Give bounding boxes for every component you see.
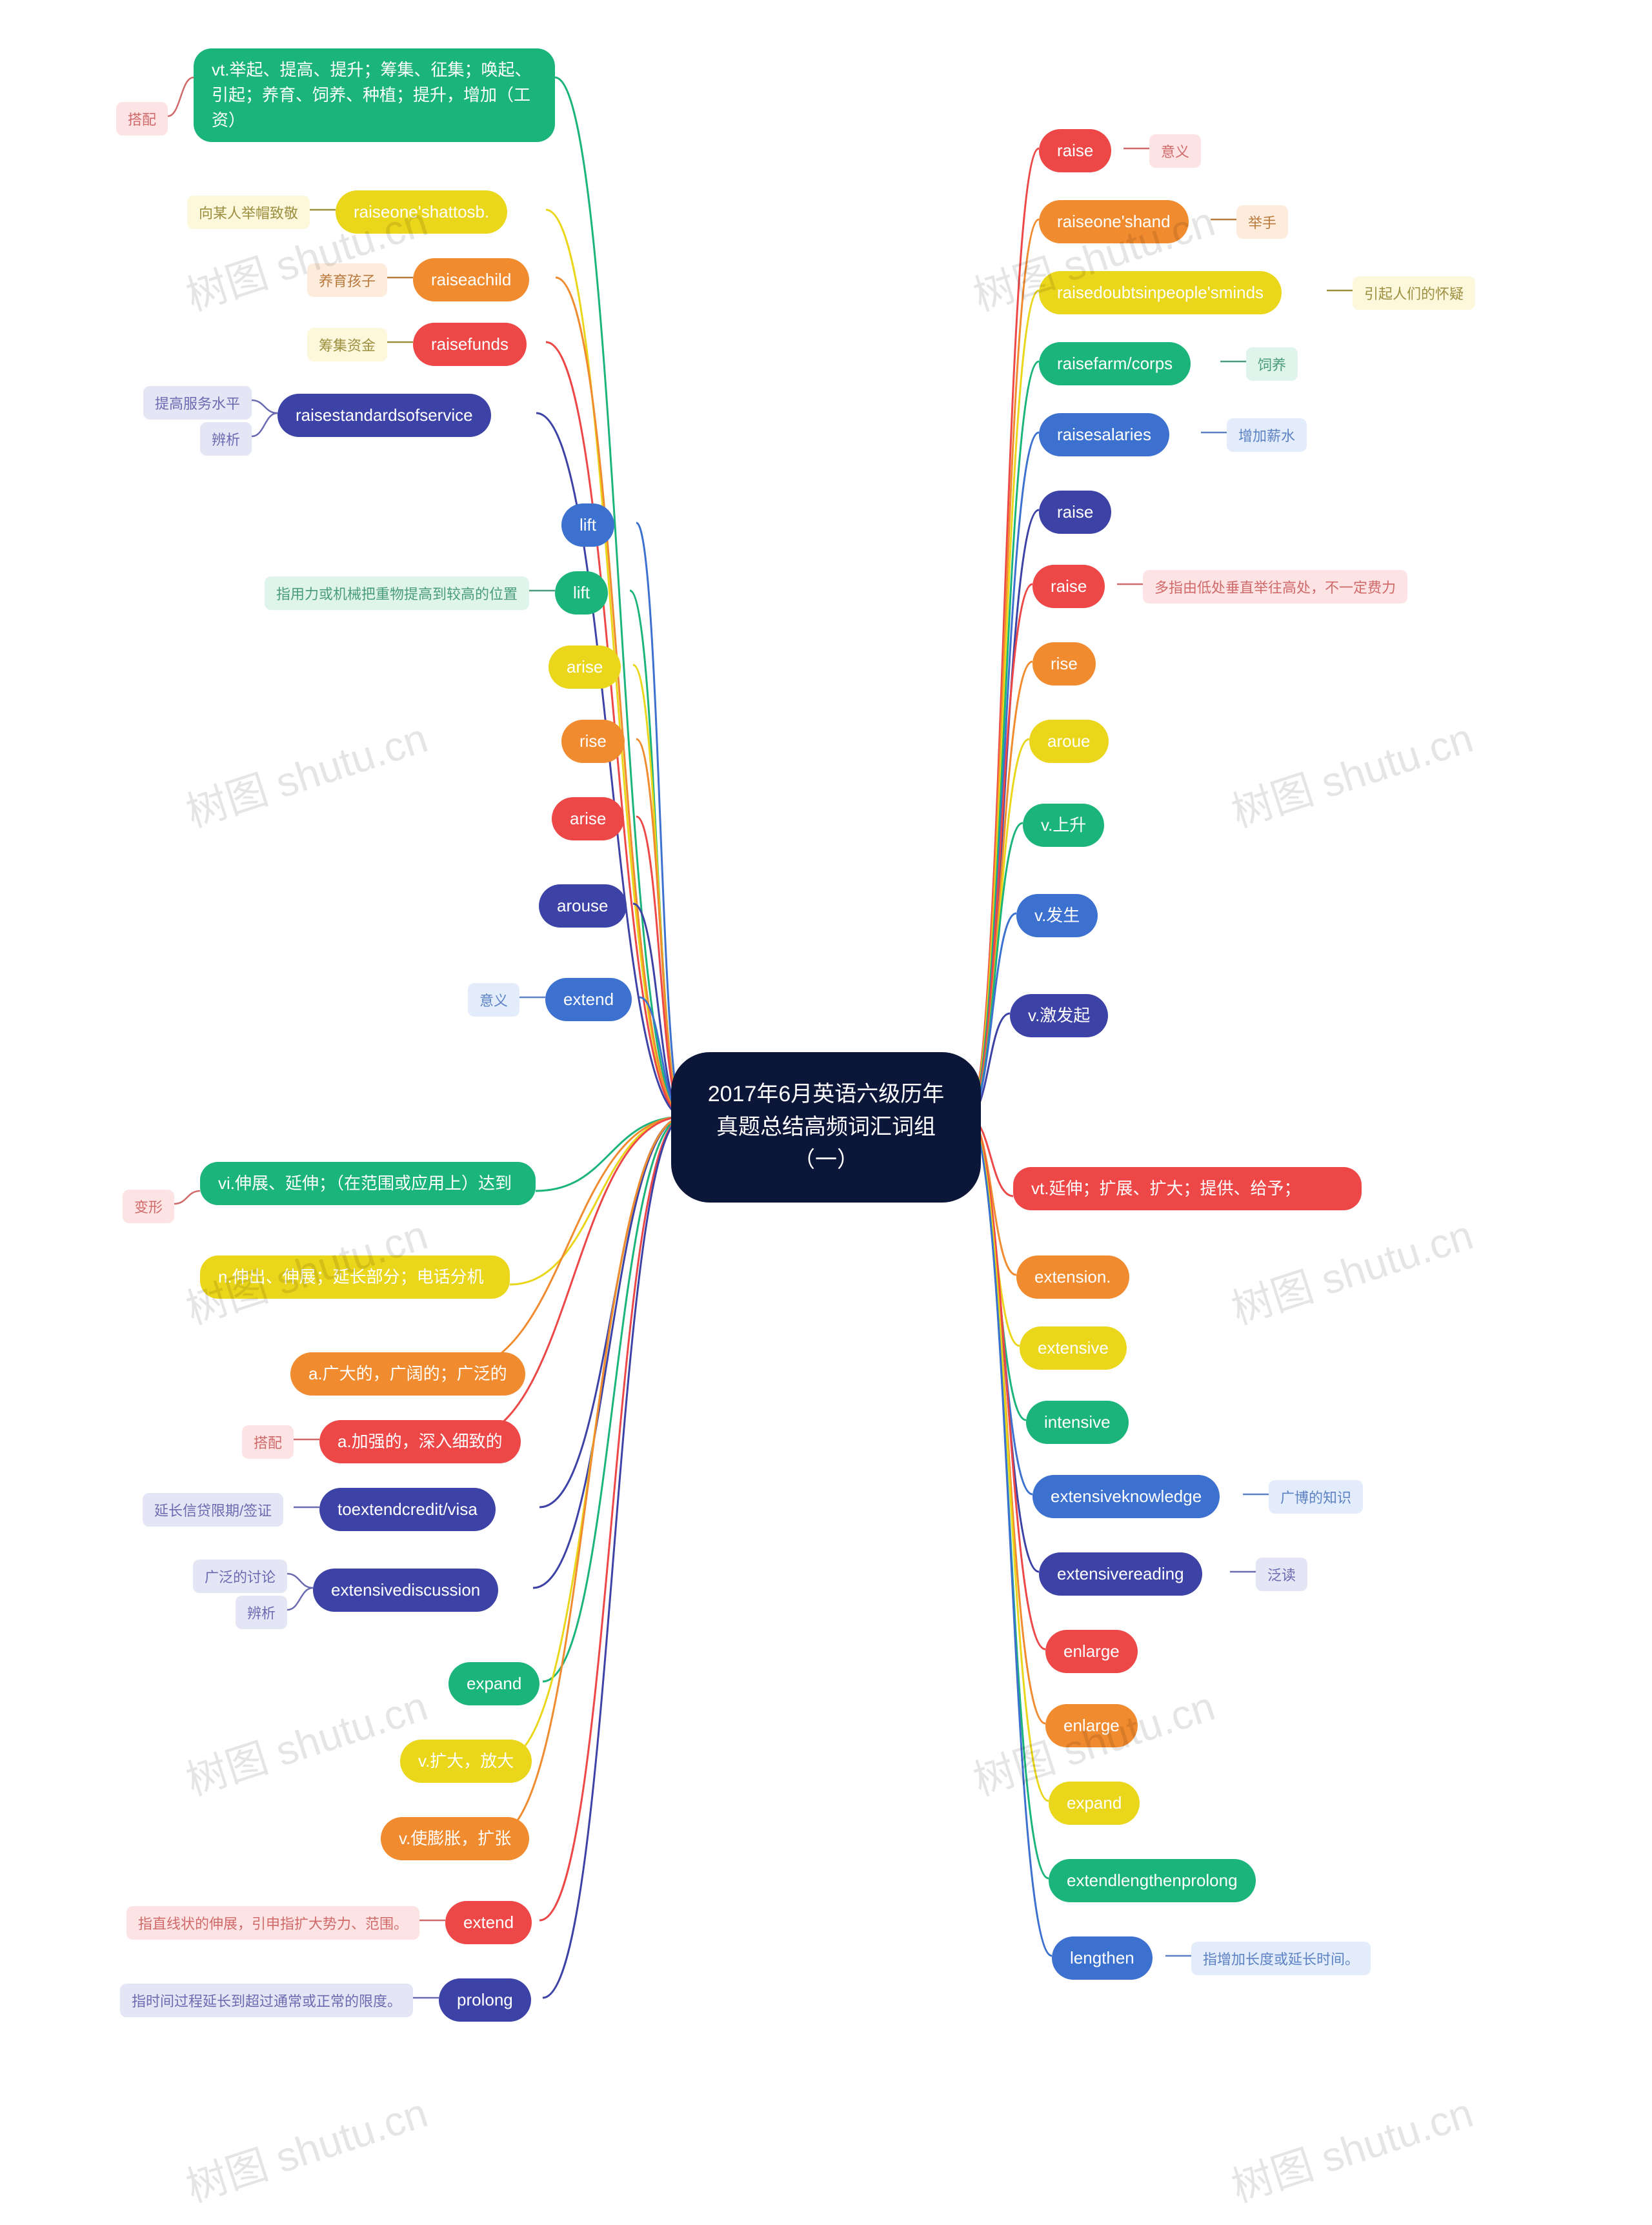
sub-node: 泛读	[1256, 1558, 1307, 1591]
watermark: 树图 shutu.cn	[177, 2080, 434, 2213]
watermark: 树图 shutu.cn	[1223, 705, 1479, 838]
branch-node: vi.伸展、延伸；（在范围或应用上）达到	[200, 1162, 536, 1205]
branch-node: n.伸出、伸展；延长部分；电话分机	[200, 1255, 510, 1299]
branch-node: raise	[1032, 565, 1105, 608]
branch-node: raisefarm/corps	[1039, 342, 1191, 385]
branch-node: raisestandardsofservice	[277, 394, 491, 437]
branch-node: raisefunds	[413, 323, 527, 366]
branch-node: extensiveknowledge	[1032, 1475, 1220, 1518]
sub-node: 向某人举帽致敬	[187, 196, 310, 229]
branch-node: extensive	[1020, 1326, 1127, 1370]
sub-node: 辨析	[200, 422, 252, 456]
sub-node: 广博的知识	[1269, 1480, 1363, 1514]
branch-node: v.激发起	[1010, 994, 1108, 1037]
branch-node: arise	[549, 645, 621, 689]
sub-node: 提高服务水平	[143, 386, 252, 420]
branch-node: v.扩大，放大	[400, 1740, 532, 1783]
branch-node: v.使膨胀，扩张	[381, 1817, 529, 1860]
watermark: 树图 shutu.cn	[1223, 1202, 1479, 1336]
branch-node: lift	[555, 571, 608, 615]
branch-node: raiseone'shattosb.	[336, 190, 507, 234]
branch-node: extend	[545, 978, 632, 1021]
sub-node: 变形	[123, 1190, 174, 1223]
branch-node: rise	[1032, 642, 1096, 686]
watermark: 树图 shutu.cn	[177, 705, 434, 838]
branch-node: enlarge	[1045, 1704, 1138, 1747]
sub-node: 辨析	[236, 1596, 287, 1629]
center-node: 2017年6月英语六级历年真题总结高频词汇词组（一）	[671, 1052, 981, 1203]
branch-node: prolong	[439, 1978, 531, 2022]
branch-node: arouse	[539, 884, 627, 928]
branch-node: raise	[1039, 129, 1111, 172]
sub-node: 举手	[1236, 205, 1288, 239]
branch-node: intensive	[1026, 1401, 1129, 1444]
sub-node: 筹集资金	[307, 328, 387, 361]
branch-node: rise	[561, 720, 625, 763]
sub-node: 饲养	[1246, 347, 1298, 381]
sub-node: 指增加长度或延长时间。	[1191, 1942, 1371, 1975]
sub-node: 指直线状的伸展，引申指扩大势力、范围。	[126, 1906, 419, 1940]
branch-node: enlarge	[1045, 1630, 1138, 1673]
branch-node: raiseachild	[413, 258, 529, 301]
branch-node: v.上升	[1023, 804, 1104, 847]
branch-node: lift	[561, 503, 614, 547]
branch-node: arise	[552, 797, 624, 840]
branch-node: vt.延伸；扩展、扩大；提供、给予；	[1013, 1167, 1362, 1210]
branch-node: lengthen	[1052, 1936, 1153, 1980]
branch-node: extensivediscussion	[313, 1569, 498, 1612]
branch-node: extend	[445, 1901, 532, 1944]
branch-node: v.发生	[1016, 894, 1098, 937]
sub-node: 延长信贷限期/签证	[143, 1493, 283, 1527]
branch-node: expand	[1049, 1782, 1140, 1825]
sub-node: 搭配	[242, 1425, 294, 1459]
branch-node: vt.举起、提高、提升；筹集、征集；唤起、引起；养育、饲养、种植；提升，增加（工…	[194, 48, 555, 142]
branch-node: extendlengthenprolong	[1049, 1859, 1256, 1902]
sub-node: 搭配	[116, 102, 168, 136]
branch-node: extension.	[1016, 1255, 1129, 1299]
branch-node: extensivereading	[1039, 1552, 1202, 1596]
watermark: 树图 shutu.cn	[177, 1673, 434, 1807]
sub-node: 广泛的讨论	[193, 1560, 287, 1593]
branch-node: a.广大的，广阔的；广泛的	[290, 1352, 525, 1396]
branch-node: expand	[448, 1662, 539, 1705]
branch-node: raisedoubtsinpeople'sminds	[1039, 271, 1282, 314]
watermark: 树图 shutu.cn	[1223, 2080, 1479, 2213]
branch-node: toextendcredit/visa	[319, 1488, 496, 1531]
branch-node: raiseone'shand	[1039, 200, 1189, 243]
branch-node: a.加强的，深入细致的	[319, 1420, 521, 1463]
sub-node: 指时间过程延长到超过通常或正常的限度。	[120, 1984, 413, 2017]
sub-node: 增加薪水	[1227, 418, 1307, 452]
sub-node: 引起人们的怀疑	[1353, 276, 1475, 310]
sub-node: 意义	[1149, 134, 1201, 168]
branch-node: aroue	[1029, 720, 1109, 763]
sub-node: 多指由低处垂直举往高处，不一定费力	[1143, 570, 1407, 604]
sub-node: 指用力或机械把重物提高到较高的位置	[265, 576, 529, 610]
branch-node: raisesalaries	[1039, 413, 1169, 456]
sub-node: 意义	[468, 983, 519, 1017]
sub-node: 养育孩子	[307, 263, 387, 297]
branch-node: raise	[1039, 491, 1111, 534]
